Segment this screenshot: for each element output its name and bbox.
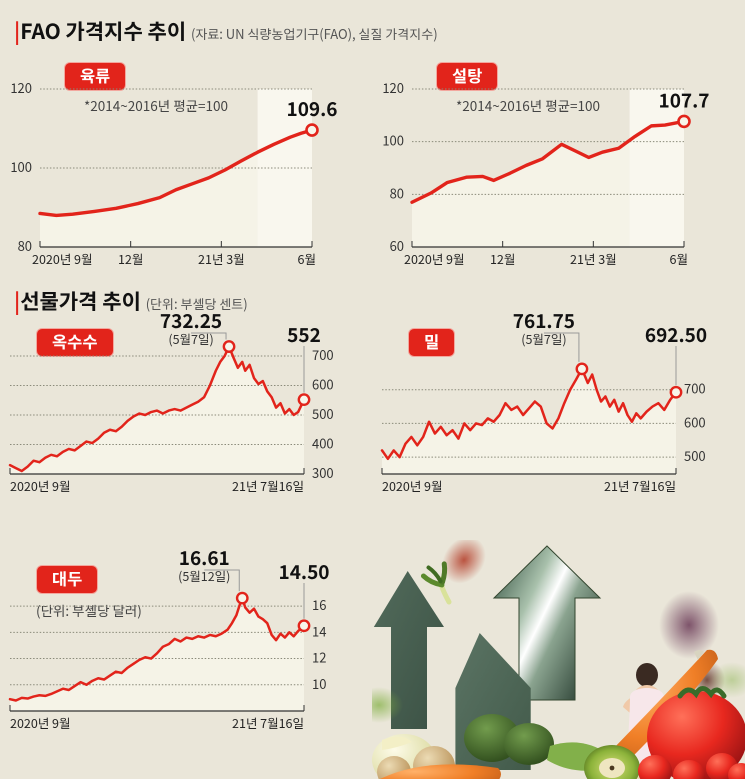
svg-text:400: 400 [312,434,334,453]
svg-text:60: 60 [390,236,404,255]
svg-text:21년 7월16일: 21년 7월16일 [232,476,304,495]
svg-text:6월: 6월 [298,249,316,268]
svg-text:600: 600 [312,375,334,394]
svg-text:12월: 12월 [118,249,143,268]
svg-text:300: 300 [312,463,334,482]
svg-text:500: 500 [684,446,706,465]
svg-text:21년 3월: 21년 3월 [570,249,617,268]
svg-text:21년 7월16일: 21년 7월16일 [604,476,676,495]
svg-text:12월: 12월 [490,249,515,268]
svg-text:100: 100 [382,131,404,150]
svg-text:(5월7일): (5월7일) [521,329,566,348]
svg-text:12: 12 [312,648,326,667]
svg-text:692.50: 692.50 [645,321,707,348]
svg-text:(5월7일): (5월7일) [168,329,213,348]
svg-text:120: 120 [10,78,32,97]
svg-text:2020년 9월: 2020년 9월 [404,249,465,268]
svg-text:14: 14 [312,621,326,640]
svg-text:80: 80 [18,236,32,255]
svg-text:120: 120 [382,78,404,97]
svg-text:2020년 9월: 2020년 9월 [10,476,71,495]
svg-text:700: 700 [684,379,706,398]
svg-text:14.50: 14.50 [278,558,329,585]
svg-text:80: 80 [390,183,404,202]
svg-text:2020년 9월: 2020년 9월 [382,476,443,495]
svg-text:6월: 6월 [670,249,688,268]
svg-text:2020년 9월: 2020년 9월 [10,713,71,732]
svg-text:600: 600 [684,412,706,431]
svg-text:21년 3월: 21년 3월 [198,249,245,268]
svg-text:107.7: 107.7 [658,86,709,113]
svg-text:16: 16 [312,595,326,614]
svg-text:(5월12일): (5월12일) [178,566,230,585]
svg-text:100: 100 [10,157,32,176]
svg-text:10: 10 [312,674,326,693]
svg-text:500: 500 [312,404,334,423]
svg-text:21년 7월16일: 21년 7월16일 [232,713,304,732]
svg-text:2020년 9월: 2020년 9월 [32,249,93,268]
svg-text:552: 552 [287,321,321,348]
svg-text:109.6: 109.6 [286,95,337,122]
